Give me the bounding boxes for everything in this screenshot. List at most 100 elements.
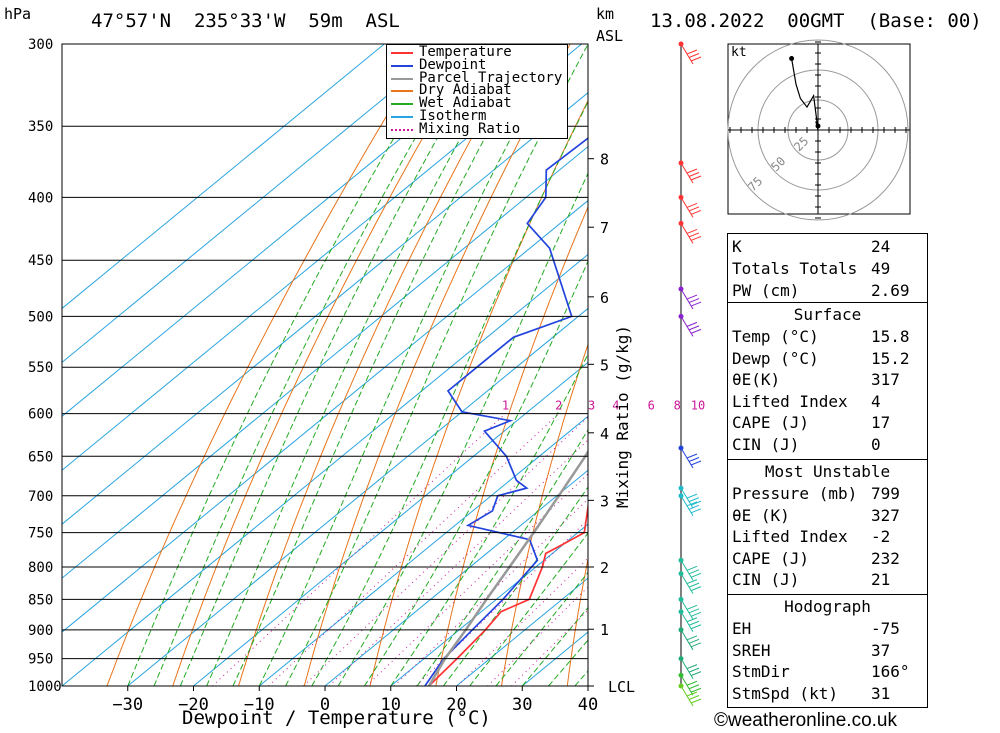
dry-adiabat	[957, 44, 1000, 686]
wind-barb-flag	[688, 232, 700, 238]
pressure-tick-label: 550	[28, 360, 53, 376]
index-value: 232	[871, 548, 900, 568]
isotherm-line	[62, 199, 588, 633]
mixing-ratio-label: 4	[612, 399, 619, 413]
index-row: θE (K) 327	[728, 506, 927, 527]
index-label: CIN (J)	[732, 435, 800, 454]
x-tick-label: 0	[320, 695, 330, 715]
hodograph-indices-table: Hodograph EH -75 SREH 37 StmDir 166° StmSpd (kt…	[727, 594, 928, 708]
wind-barb-flag	[690, 611, 702, 617]
km-tick-label: 6	[600, 289, 609, 307]
index-value: 49	[871, 259, 891, 278]
most-unstable-table: Most Unstable Pressure (mb) 799 θE (K) 327 Li…	[727, 459, 928, 595]
legend-label: Dewpoint	[419, 56, 487, 73]
index-label: Pressure (mb)	[732, 484, 858, 503]
wet-adiabat	[153, 44, 471, 686]
index-value: 21	[871, 570, 891, 590]
isotherm-line	[62, 145, 588, 579]
wind-barb-flag	[688, 457, 700, 462]
legend-entry: Isotherm	[391, 108, 567, 124]
legend-label: Wet Adiabat	[419, 95, 512, 112]
index-label: StmSpd (kt)	[732, 683, 838, 703]
x-tick-label: −30	[112, 695, 143, 715]
pressure-tick-label: 600	[28, 407, 53, 423]
legend-entry: Dry Adiabat	[391, 82, 567, 99]
wind-barb-flag	[688, 684, 700, 690]
index-value: 0	[871, 435, 881, 454]
mixing-ratio-label: 8	[674, 399, 681, 413]
wind-barb-flag	[690, 624, 702, 630]
legend-entry: Wet Adiabat	[391, 95, 567, 112]
mixing-ratio-line	[268, 413, 560, 686]
wet-adiabat	[416, 428, 588, 686]
pressure-tick-label: 750	[28, 526, 53, 542]
wet-adiabat	[179, 44, 492, 686]
legend-label: Isotherm	[419, 108, 487, 124]
index-label: Lifted Index	[732, 527, 848, 547]
wind-barb-flag	[688, 638, 700, 644]
legend-swatch	[391, 52, 413, 54]
km-tick-label: 2	[600, 559, 609, 577]
wind-barb-flag	[690, 572, 702, 578]
legend-entry: Temperature	[391, 45, 567, 59]
index-row: CIN (J) 0	[728, 435, 927, 456]
wet-adiabat	[495, 571, 588, 686]
basic-indices-table: K 24 Totals Totals 49 PW (cm) 2.69	[727, 233, 928, 303]
legend-swatch	[391, 90, 413, 93]
km-tick-label: LCL	[608, 678, 635, 696]
index-value: 2.69	[871, 281, 910, 300]
wind-barb-flag	[690, 687, 702, 693]
hodograph-end-dot	[815, 123, 821, 129]
hodograph-start-dot	[789, 56, 795, 61]
wind-barb-flag	[688, 569, 700, 575]
wind-barb-flag	[690, 209, 702, 215]
km-unit-label: km	[596, 5, 615, 23]
index-label: CAPE (J)	[732, 413, 810, 433]
hodograph-unit-label: kt	[731, 45, 747, 60]
asl-unit-label: ASL	[596, 27, 624, 45]
index-row: CIN (J) 21	[728, 570, 927, 591]
legend-label: Dry Adiabat	[419, 82, 512, 99]
credit-footer: ©weatheronline.co.uk	[714, 710, 897, 731]
wind-barb-flag	[686, 664, 698, 670]
index-value: 17	[871, 413, 891, 433]
isotherm-line	[62, 44, 582, 471]
index-label: EH	[732, 619, 752, 638]
wind-barb-flag	[686, 202, 698, 208]
wet-adiabat	[127, 44, 451, 686]
index-value: 31	[871, 683, 891, 703]
isotherm-line	[62, 92, 588, 525]
wind-barb-flag	[686, 680, 698, 686]
index-value: -75	[871, 619, 900, 638]
index-label: θE(K)	[732, 370, 781, 390]
index-value: 799	[871, 484, 900, 503]
wind-barb-flag	[686, 493, 698, 499]
legend-label: Mixing Ratio	[419, 120, 521, 137]
wind-barb-flag	[690, 586, 702, 592]
legend-swatch	[391, 116, 413, 118]
wind-barb-flag	[688, 608, 700, 614]
wind-barb-flag	[686, 501, 698, 507]
km-tick-label: 4	[600, 425, 609, 443]
index-value: 166°	[871, 662, 910, 682]
index-value: 37	[871, 640, 891, 660]
index-row: Pressure (mb) 799	[728, 484, 927, 505]
index-row: StmDir 166°	[728, 662, 927, 683]
x-tick-label: 30	[512, 695, 532, 715]
isotherm-line	[456, 577, 588, 686]
wind-barb-flag	[686, 579, 698, 585]
chart-legend: Temperature Dewpoint Parcel Trajectory Dry …	[386, 44, 568, 139]
wind-barb-flag	[686, 604, 698, 610]
index-row: K 24	[728, 237, 927, 258]
index-label: CIN (J)	[732, 570, 800, 590]
legend-entry: Parcel Trajectory	[391, 71, 567, 85]
legend-swatch	[391, 64, 413, 67]
mixing-ratio-label: 10	[691, 399, 705, 413]
section-title: Hodograph	[728, 597, 927, 618]
legend-swatch	[391, 128, 413, 131]
index-value: 4	[871, 391, 881, 411]
pressure-tick-label: 300	[28, 37, 53, 53]
series-temperature	[428, 501, 588, 686]
wet-adiabat	[442, 486, 588, 686]
pressure-tick-label: 800	[28, 560, 53, 576]
